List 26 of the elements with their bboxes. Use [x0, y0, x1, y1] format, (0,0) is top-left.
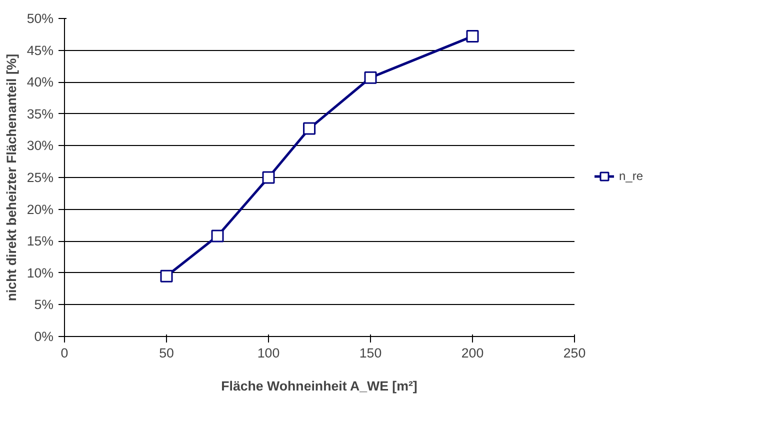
point	[211, 230, 224, 242]
y-tick-label: 20%	[26, 202, 54, 217]
x-axis-title: Fläche Wohneinheit A_WE [m²]	[221, 378, 418, 394]
x-tick-label: 50	[159, 346, 174, 360]
y-tick-label: 40%	[26, 74, 54, 90]
y-tick-label: 25%	[26, 170, 54, 185]
y-tick-label: 15%	[26, 234, 54, 249]
x-tick-label: 250	[563, 346, 586, 360]
y-tick-label: 30%	[26, 138, 54, 154]
legend-label: n_re	[619, 169, 644, 183]
point	[262, 171, 275, 184]
x-tick-label: 200	[461, 346, 484, 360]
y-axis-title: nicht direkt beheizter Flächenanteil [%]	[4, 54, 19, 302]
point	[160, 270, 173, 282]
y-tick-label: 35%	[26, 106, 54, 122]
point	[364, 71, 377, 84]
x-tick-label: 150	[359, 346, 382, 360]
point	[466, 30, 479, 43]
y-tick-label: 5%	[34, 297, 54, 312]
point	[303, 122, 316, 135]
y-tick-label: 45%	[26, 42, 54, 58]
x-tick-label: 0	[60, 346, 68, 360]
y-tick-label: 50%	[26, 11, 54, 26]
y-tick-label: 0%	[34, 329, 54, 344]
y-tick-label: 10%	[26, 265, 54, 280]
x-tick-label: 100	[257, 346, 280, 360]
